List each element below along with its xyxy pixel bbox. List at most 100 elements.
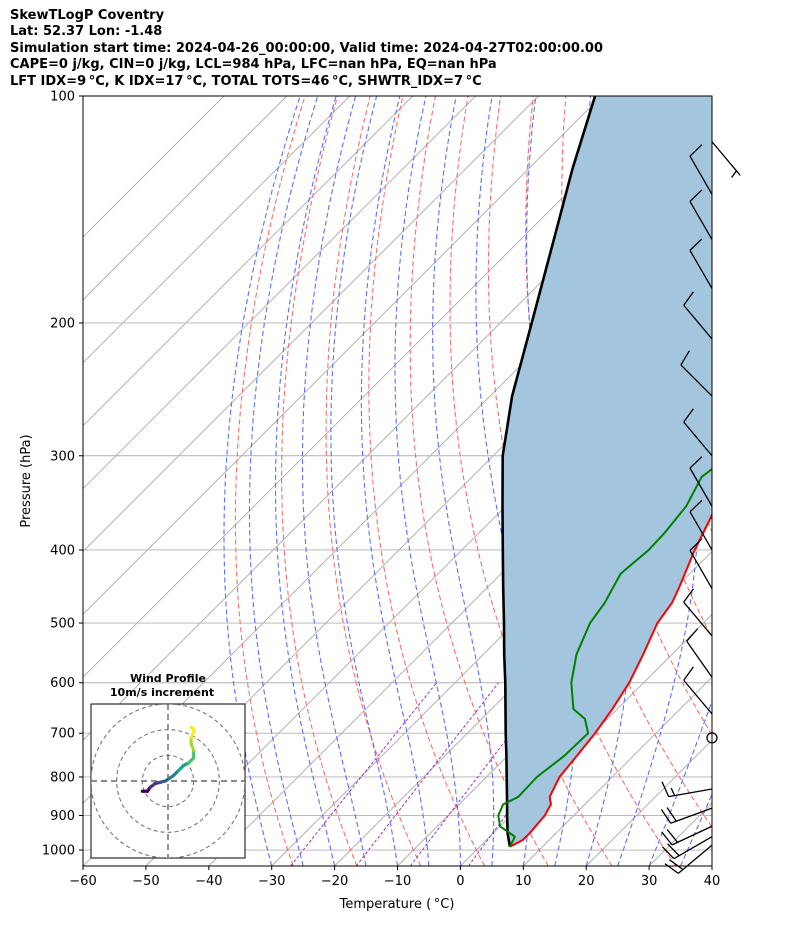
x-tick-label: 40 (704, 874, 721, 889)
barb-feather (683, 666, 694, 681)
y-tick-label: 200 (50, 316, 75, 331)
barb-feather (683, 588, 694, 603)
barb-staff (689, 250, 713, 289)
isotherm-line (83, 96, 665, 678)
barb-feather (664, 863, 679, 874)
barb-staff (689, 511, 713, 551)
barb-feather (666, 807, 677, 822)
isotherm-line (83, 96, 602, 616)
barb-feather (683, 408, 694, 423)
y-tick-label: 900 (50, 809, 75, 824)
wind-barb (689, 238, 713, 289)
hodograph-subtitle: 10m/s increment (110, 686, 214, 699)
wind-barb (664, 844, 713, 874)
barb-feather (680, 350, 690, 366)
barb-feather (686, 628, 699, 642)
x-axis-title: Temperature ( °C) (339, 897, 455, 912)
barb-feather (689, 189, 703, 202)
barb-feather (689, 538, 703, 551)
isotherm-line (522, 676, 712, 866)
moist-adiabat (432, 96, 495, 866)
barb-half-feather (670, 787, 676, 796)
parcel-profile (501, 96, 597, 847)
hodograph-segment (189, 725, 196, 732)
mixing-ratio-line (355, 682, 499, 866)
barb-feather (689, 499, 703, 513)
x-tick-label: 10 (515, 874, 532, 889)
barb-staff (686, 640, 713, 678)
dry-adiabat (368, 96, 485, 866)
moist-adiabat (617, 96, 699, 866)
moist-adiabat (330, 96, 399, 866)
barb-staff (689, 467, 713, 507)
wind-barb (689, 189, 713, 240)
x-tick-label: −60 (69, 874, 96, 889)
barb-staff (670, 807, 713, 824)
barb-staff (683, 421, 713, 457)
y-axis-title: Pressure (hPa) (19, 434, 34, 527)
isotherm-line (83, 96, 225, 238)
isotherm-line (83, 96, 476, 490)
mixing-ratio-line (468, 682, 605, 866)
barb-staff (683, 679, 713, 715)
y-tick-label: 800 (50, 770, 75, 785)
wind-barb (686, 628, 713, 678)
y-tick-label: 600 (50, 676, 75, 691)
dry-adiabat (729, 96, 794, 866)
barb-feather (666, 829, 679, 843)
barb-staff (673, 836, 713, 860)
wind-barb (660, 807, 713, 824)
isotherm-line (334, 487, 712, 866)
moist-adiabat (394, 96, 461, 866)
hodograph-plot (91, 704, 245, 858)
y-tick-label: 500 (50, 617, 75, 632)
barb-feather (661, 781, 670, 797)
x-tick-label: −40 (195, 874, 222, 889)
barb-feather (683, 291, 694, 306)
hodograph-title: Wind Profile (130, 672, 206, 685)
hodograph-ring (116, 729, 220, 833)
barb-feather (660, 809, 672, 824)
moist-adiabat (301, 96, 367, 866)
isotherm-line (711, 865, 712, 866)
moist-adiabat (274, 96, 337, 866)
wind-barb (683, 588, 713, 637)
stability-indices-2: LFT IDX=9 °C, K IDX=17 °C, TOTAL TOTS=46… (10, 73, 482, 89)
wind-barb (683, 291, 713, 340)
moist-adiabat (223, 96, 301, 866)
station-title: SkewTLogP Coventry (10, 8, 165, 23)
barb-staff (677, 844, 713, 874)
x-tick-label: −30 (258, 874, 285, 889)
x-tick-label: −20 (321, 874, 348, 889)
wind-barb (689, 499, 713, 551)
wind-barb (689, 538, 713, 589)
x-tick-label: 0 (456, 874, 464, 889)
hodograph-ring (141, 754, 195, 808)
wind-barb (689, 144, 713, 195)
barb-staff (683, 304, 713, 340)
barb-feather (689, 456, 703, 469)
dry-adiabat (281, 96, 358, 866)
barb-feather (667, 843, 680, 857)
y-tick-label: 400 (50, 543, 75, 558)
wind-barb (661, 825, 713, 846)
barb-feather (661, 831, 673, 846)
isotherm-line (83, 96, 539, 553)
wind-barb (661, 836, 713, 860)
isotherm-line (83, 96, 288, 301)
wind-barb (680, 350, 713, 397)
barb-half-feather (731, 170, 737, 178)
temperature-profile (509, 512, 712, 848)
station-coordinates: Lat: 52.37 Lon: -1.48 (10, 24, 163, 40)
y-tick-label: 100 (50, 90, 75, 105)
calm-wind-circle (706, 732, 718, 744)
barb-feather (669, 859, 684, 871)
x-tick-label: −50 (132, 874, 159, 889)
mixing-ratio-line (290, 682, 437, 866)
barb-staff (668, 788, 713, 798)
moist-adiabat (679, 792, 712, 866)
wind-barb (661, 781, 713, 798)
simulation-times: Simulation start time: 2024-04-26_00:00:… (10, 40, 603, 56)
moist-adiabat (711, 864, 712, 866)
